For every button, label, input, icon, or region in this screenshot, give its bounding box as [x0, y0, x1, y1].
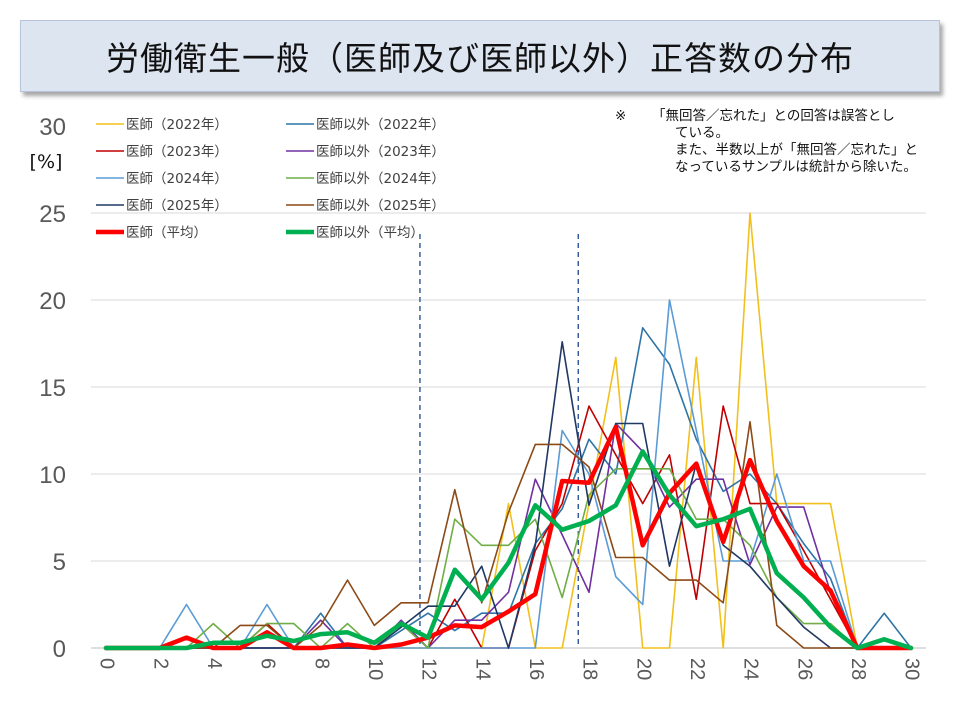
x-tick-label: 22	[686, 658, 708, 680]
legend-label: 医師以外（2022年）	[316, 117, 445, 133]
series-line	[105, 340, 912, 649]
x-tick-label: 6	[257, 658, 279, 669]
page-title: 労働衛生一般（医師及び医師以外）正答数の分布	[106, 39, 854, 78]
note-line-1: 「無回答／忘れた」との回答は誤答とし	[652, 108, 895, 124]
x-tick-label: 14	[471, 658, 493, 680]
y-axis-top-label: 30	[39, 114, 66, 141]
legend-label: 医師（2023年）	[126, 144, 228, 160]
x-tick-label: 2	[149, 658, 171, 669]
legend-label: 医師以外（2025年）	[316, 198, 445, 214]
x-tick-label: 12	[418, 658, 440, 680]
title-banner: 労働衛生一般（医師及び医師以外）正答数の分布	[20, 20, 940, 92]
x-tick-label: 0	[96, 658, 118, 669]
x-tick-label: 30	[901, 658, 923, 680]
legend-label: 医師以外（平均）	[316, 225, 424, 241]
footnote: ※ 「無回答／忘れた」との回答は誤答とし ている。 また、半数以上が「無回答／忘…	[615, 108, 945, 176]
y-tick-label: 10	[39, 462, 66, 489]
x-tick-label: 26	[793, 658, 815, 680]
legend-label: 医師（平均）	[126, 225, 207, 241]
note-line-4: なっているサンプルは統計から除いた。	[675, 159, 917, 175]
x-tick-label: 4	[203, 658, 225, 669]
x-tick-label: 8	[310, 658, 332, 669]
y-tick-label: 5	[53, 549, 66, 576]
y-tick-label: 0	[53, 636, 66, 663]
series-line	[105, 326, 912, 649]
y-axis-unit: [%]	[30, 151, 63, 173]
series-line	[103, 449, 914, 651]
note-line-2: ている。	[675, 125, 729, 141]
legend-label: 医師（2022年）	[126, 117, 228, 133]
y-tick-label: 25	[39, 201, 66, 228]
x-tick-label: 10	[364, 658, 386, 680]
series-line	[103, 424, 914, 651]
series-line	[105, 422, 912, 649]
legend-label: 医師（2024年）	[126, 171, 228, 187]
note-line-3: また、半数以上が「無回答／忘れた」と	[675, 142, 918, 158]
x-tick-label: 24	[740, 658, 762, 680]
y-tick-label: 20	[39, 288, 66, 315]
note-mark: ※	[615, 108, 627, 124]
x-tick-label: 20	[632, 658, 654, 680]
x-tick-label: 28	[847, 658, 869, 680]
legend-label: 医師以外（2023年）	[316, 144, 445, 160]
x-tick-label: 18	[579, 658, 601, 680]
y-tick-label: 15	[39, 375, 66, 402]
series-line	[105, 420, 912, 649]
x-tick-label: 16	[525, 658, 547, 680]
legend-label: 医師（2025年）	[126, 198, 228, 214]
legend-label: 医師以外（2024年）	[316, 171, 445, 187]
